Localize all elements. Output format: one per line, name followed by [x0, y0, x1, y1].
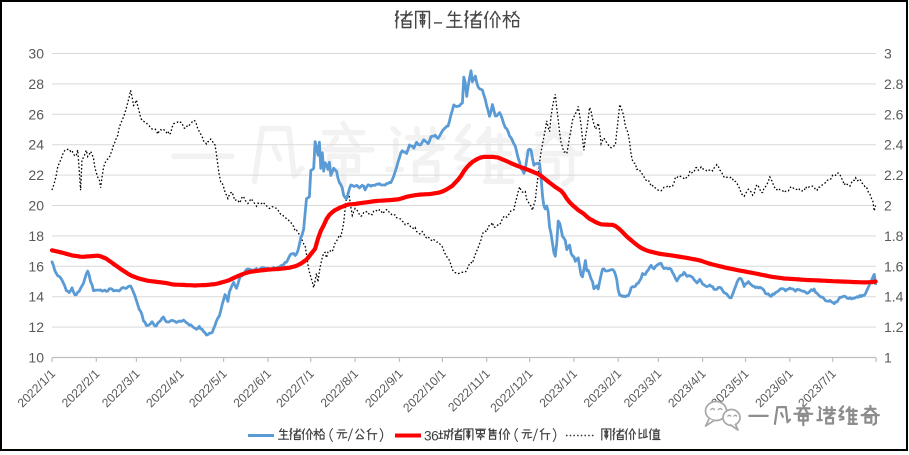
svg-text:26: 26	[28, 106, 44, 122]
svg-text:2.6: 2.6	[884, 106, 904, 122]
svg-text:30: 30	[28, 46, 44, 62]
svg-text:2.4: 2.4	[884, 137, 904, 153]
svg-text:1.8: 1.8	[884, 228, 904, 244]
svg-text:1.4: 1.4	[884, 289, 904, 305]
svg-text:12: 12	[28, 319, 44, 335]
svg-text:3: 3	[884, 46, 892, 62]
svg-text:2: 2	[884, 198, 892, 214]
svg-text:24: 24	[28, 137, 44, 153]
svg-text:1.6: 1.6	[884, 258, 904, 274]
svg-text:6: 6	[431, 429, 439, 444]
svg-text:14: 14	[28, 289, 44, 305]
svg-text:18: 18	[28, 228, 44, 244]
svg-text:1.2: 1.2	[884, 319, 904, 335]
svg-text:28: 28	[28, 76, 44, 92]
svg-text:16: 16	[28, 258, 44, 274]
svg-text:2.2: 2.2	[884, 167, 904, 183]
svg-text:2.8: 2.8	[884, 76, 904, 92]
svg-text:22: 22	[28, 167, 44, 183]
svg-text:10: 10	[28, 350, 44, 366]
svg-text:20: 20	[28, 198, 44, 214]
svg-text:3: 3	[424, 429, 432, 444]
svg-text:1: 1	[884, 350, 892, 366]
